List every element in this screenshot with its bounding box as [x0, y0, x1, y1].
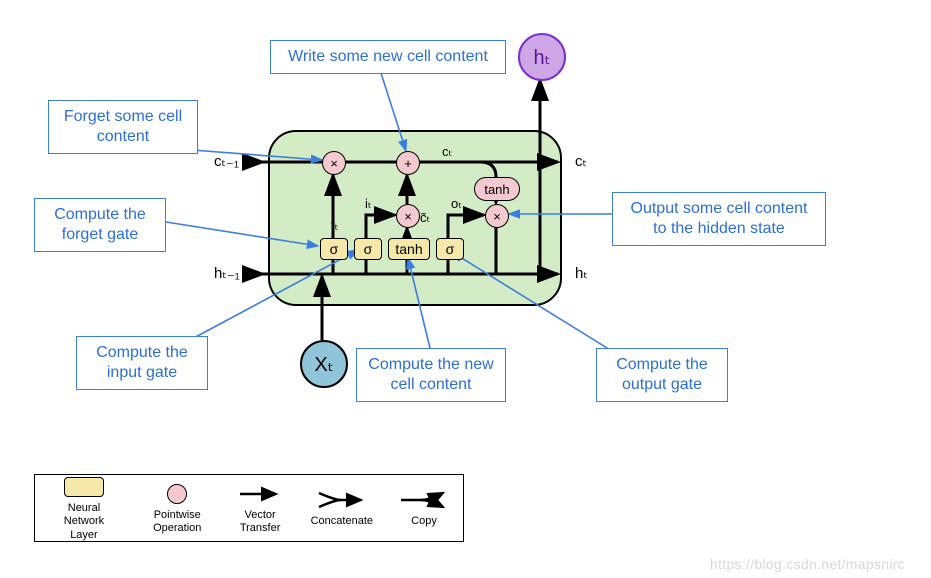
input-xt: Xₜ [300, 340, 348, 388]
layer-icon [64, 474, 104, 500]
callout-text: Compute the output gate [616, 356, 708, 393]
watermark-text: https://blog.csdn.net/mapsnirc [710, 556, 905, 572]
legend-label: Pointwise Operation [145, 509, 210, 535]
callout-text: Forget some cell content [64, 108, 182, 145]
op-mult-output: × [485, 204, 509, 228]
gate-label: tanh [395, 241, 422, 257]
label-c-mid: cₜ [442, 144, 452, 160]
output-ht: hₜ [518, 33, 566, 81]
label-c-in: cₜ₋₁ [214, 152, 239, 170]
op-label: × [330, 156, 338, 171]
concat-icon [317, 487, 367, 513]
legend-label: Vector Transfer [236, 509, 285, 535]
legend-label: Neural Network Layer [49, 502, 119, 542]
callout-compute-forget: Compute the forget gate [34, 198, 166, 252]
legend-item-concat: Concatenate [311, 487, 373, 528]
callout-text: Compute the new cell content [368, 356, 493, 393]
op-add-cell: + [396, 151, 420, 175]
label-ft: fₜ [331, 218, 338, 234]
label-ot: oₜ [451, 196, 462, 212]
callout-text: Write some new cell content [288, 48, 488, 65]
gate-forget-sigma: σ [320, 238, 348, 260]
callout-text: Compute the forget gate [54, 206, 146, 243]
callout-forget-content: Forget some cell content [48, 100, 198, 154]
pointop-icon [167, 481, 187, 507]
op-label: × [493, 209, 501, 224]
label-ctilde: c̃ₜ [420, 210, 430, 226]
ht-label: hₜ [533, 45, 550, 70]
callout-text: Compute the input gate [96, 344, 188, 381]
legend-label: Concatenate [311, 515, 373, 528]
op-label: + [404, 156, 412, 171]
legend-label: Copy [411, 515, 437, 528]
xt-label: Xₜ [314, 352, 333, 377]
gate-label: σ [364, 241, 373, 257]
label-h-in: hₜ₋₁ [214, 264, 240, 282]
gate-candidate-tanh: tanh [388, 238, 430, 260]
gate-output-sigma: σ [436, 238, 464, 260]
legend-item-pointop: Pointwise Operation [145, 481, 210, 535]
callout-text: Output some cell content to the hidden s… [631, 200, 808, 237]
op-mult-candidate: × [396, 204, 420, 228]
callout-compute-output: Compute the output gate [596, 348, 728, 402]
diagram-stage: × + × × tanh σ σ tanh σ fₜ iₜ c̃ₜ oₜ Xₜ … [0, 0, 931, 578]
legend-item-vector: Vector Transfer [236, 481, 285, 535]
op-mult-forget: × [322, 151, 346, 175]
legend-item-copy: Copy [399, 487, 449, 528]
copy-icon [399, 487, 449, 513]
gate-input-sigma: σ [354, 238, 382, 260]
legend-item-layer: Neural Network Layer [49, 474, 119, 542]
callout-compute-new: Compute the new cell content [356, 348, 506, 402]
gate-label: σ [330, 241, 339, 257]
op-label: tanh [484, 182, 509, 197]
callout-write-new: Write some new cell content [270, 40, 506, 74]
legend-box: Neural Network Layer Pointwise Operation… [34, 474, 464, 542]
callout-output-hidden: Output some cell content to the hidden s… [612, 192, 826, 246]
label-it: iₜ [365, 196, 372, 212]
label-h-out: hₜ [575, 264, 588, 282]
callout-compute-input: Compute the input gate [76, 336, 208, 390]
op-tanh-output: tanh [474, 177, 520, 201]
vector-icon [238, 481, 282, 507]
gate-label: σ [446, 241, 455, 257]
label-c-out: cₜ [575, 152, 587, 170]
op-label: × [404, 209, 412, 224]
